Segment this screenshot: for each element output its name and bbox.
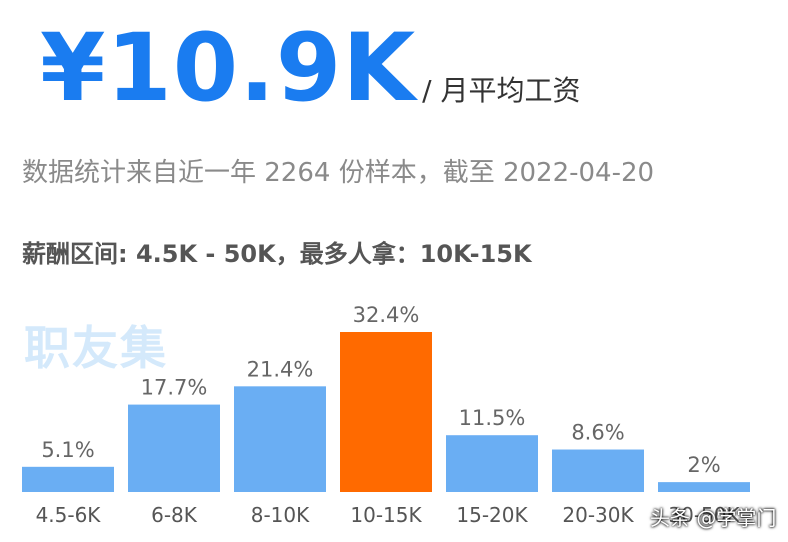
- bar-30-50K: [658, 482, 750, 492]
- x-tick-8-10K: 8-10K: [251, 503, 310, 527]
- bar-4.5-6K: [22, 466, 114, 492]
- value-labels-group: 5.1% 17.7% 21.4% 32.4% 11.5% 8.6% 2%: [41, 303, 720, 477]
- value-label-4.5-6K: 5.1%: [41, 438, 94, 462]
- bar-15-20K: [446, 435, 538, 492]
- x-tick-30-50K: 30-50K: [668, 503, 740, 527]
- x-tick-20-30K: 20-30K: [562, 503, 634, 527]
- source-credit: 头条 @学掌门: [650, 506, 777, 530]
- sample-stats-note: 数据统计来自近一年 2264 份样本，截至 2022-04-20: [22, 158, 655, 188]
- x-tick-6-8K: 6-8K: [151, 503, 198, 527]
- x-tick-4.5-6K: 4.5-6K: [36, 503, 102, 527]
- bar-10-15K: [340, 332, 432, 492]
- salary-range-note: 薪酬区间: 4.5K - 50K，最多人拿：10K-15K: [22, 240, 532, 268]
- bars-group: [22, 332, 750, 492]
- salary-header: ¥10.9K / 月平均工资: [40, 22, 581, 116]
- bar-6-8K: [128, 404, 220, 492]
- value-label-10-15K: 32.4%: [353, 303, 420, 327]
- x-tick-10-15K: 10-15K: [350, 503, 422, 527]
- bar-20-30K: [552, 449, 644, 492]
- average-salary-value: ¥10.9K: [40, 14, 417, 123]
- bar-8-10K: [234, 386, 326, 492]
- value-label-15-20K: 11.5%: [459, 406, 526, 430]
- x-tick-15-20K: 15-20K: [456, 503, 528, 527]
- x-tick-labels-group: 4.5-6K 6-8K 8-10K 10-15K 15-20K 20-30K 30-50K: [36, 503, 741, 527]
- average-salary-unit: / 月平均工资: [422, 74, 581, 107]
- value-label-8-10K: 21.4%: [247, 357, 314, 381]
- value-label-6-8K: 17.7%: [141, 376, 208, 400]
- value-label-30-50K: 2%: [687, 453, 720, 477]
- value-label-20-30K: 8.6%: [571, 421, 624, 445]
- watermark-logo: 职友集: [24, 321, 168, 375]
